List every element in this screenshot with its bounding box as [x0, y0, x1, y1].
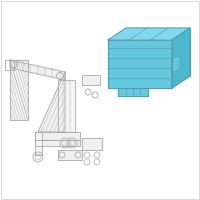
Polygon shape: [118, 88, 148, 96]
Polygon shape: [82, 75, 100, 85]
Polygon shape: [172, 28, 190, 88]
Polygon shape: [108, 40, 172, 88]
Polygon shape: [82, 138, 102, 150]
Polygon shape: [58, 80, 75, 132]
Polygon shape: [35, 132, 42, 155]
Polygon shape: [172, 56, 180, 72]
Polygon shape: [35, 140, 80, 146]
Polygon shape: [108, 28, 190, 40]
Polygon shape: [35, 132, 80, 140]
Polygon shape: [38, 72, 65, 132]
Polygon shape: [10, 60, 65, 80]
Polygon shape: [10, 60, 28, 120]
Polygon shape: [58, 150, 82, 160]
